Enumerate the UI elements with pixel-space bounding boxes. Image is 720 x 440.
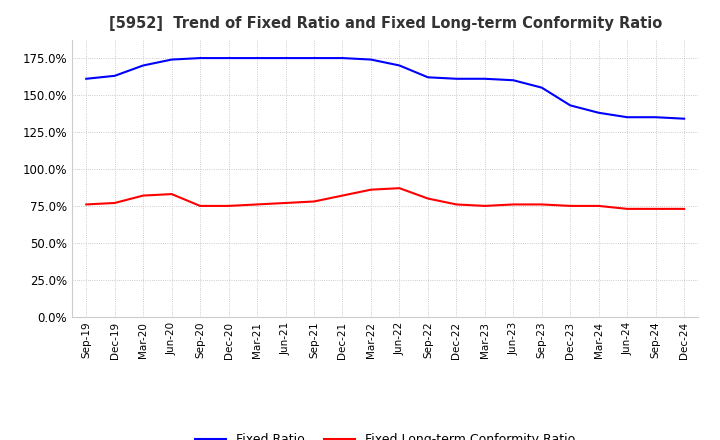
Fixed Ratio bbox=[196, 55, 204, 61]
Fixed Long-term Conformity Ratio bbox=[595, 203, 603, 209]
Fixed Ratio bbox=[225, 55, 233, 61]
Fixed Ratio bbox=[366, 57, 375, 62]
Fixed Long-term Conformity Ratio bbox=[509, 202, 518, 207]
Fixed Ratio bbox=[595, 110, 603, 115]
Title: [5952]  Trend of Fixed Ratio and Fixed Long-term Conformity Ratio: [5952] Trend of Fixed Ratio and Fixed Lo… bbox=[109, 16, 662, 32]
Fixed Ratio bbox=[652, 114, 660, 120]
Fixed Ratio bbox=[509, 77, 518, 83]
Line: Fixed Long-term Conformity Ratio: Fixed Long-term Conformity Ratio bbox=[86, 188, 684, 209]
Fixed Ratio bbox=[310, 55, 318, 61]
Fixed Ratio bbox=[110, 73, 119, 78]
Fixed Ratio bbox=[480, 76, 489, 81]
Fixed Ratio bbox=[395, 63, 404, 68]
Fixed Long-term Conformity Ratio bbox=[452, 202, 461, 207]
Fixed Long-term Conformity Ratio bbox=[110, 200, 119, 205]
Fixed Long-term Conformity Ratio bbox=[680, 206, 688, 212]
Fixed Ratio bbox=[623, 114, 631, 120]
Fixed Long-term Conformity Ratio bbox=[310, 199, 318, 204]
Fixed Ratio bbox=[423, 75, 432, 80]
Line: Fixed Ratio: Fixed Ratio bbox=[86, 58, 684, 119]
Fixed Long-term Conformity Ratio bbox=[623, 206, 631, 212]
Fixed Ratio bbox=[452, 76, 461, 81]
Fixed Ratio bbox=[139, 63, 148, 68]
Fixed Long-term Conformity Ratio bbox=[480, 203, 489, 209]
Fixed Ratio bbox=[167, 57, 176, 62]
Fixed Long-term Conformity Ratio bbox=[366, 187, 375, 192]
Fixed Ratio bbox=[338, 55, 347, 61]
Fixed Ratio bbox=[82, 76, 91, 81]
Fixed Long-term Conformity Ratio bbox=[225, 203, 233, 209]
Fixed Ratio bbox=[282, 55, 290, 61]
Fixed Long-term Conformity Ratio bbox=[253, 202, 261, 207]
Legend: Fixed Ratio, Fixed Long-term Conformity Ratio: Fixed Ratio, Fixed Long-term Conformity … bbox=[190, 429, 580, 440]
Fixed Long-term Conformity Ratio bbox=[167, 191, 176, 197]
Fixed Long-term Conformity Ratio bbox=[338, 193, 347, 198]
Fixed Long-term Conformity Ratio bbox=[537, 202, 546, 207]
Fixed Long-term Conformity Ratio bbox=[282, 200, 290, 205]
Fixed Long-term Conformity Ratio bbox=[652, 206, 660, 212]
Fixed Long-term Conformity Ratio bbox=[82, 202, 91, 207]
Fixed Ratio bbox=[680, 116, 688, 121]
Fixed Long-term Conformity Ratio bbox=[139, 193, 148, 198]
Fixed Long-term Conformity Ratio bbox=[423, 196, 432, 201]
Fixed Ratio bbox=[537, 85, 546, 90]
Fixed Long-term Conformity Ratio bbox=[395, 186, 404, 191]
Fixed Long-term Conformity Ratio bbox=[196, 203, 204, 209]
Fixed Long-term Conformity Ratio bbox=[566, 203, 575, 209]
Fixed Ratio bbox=[253, 55, 261, 61]
Fixed Ratio bbox=[566, 103, 575, 108]
